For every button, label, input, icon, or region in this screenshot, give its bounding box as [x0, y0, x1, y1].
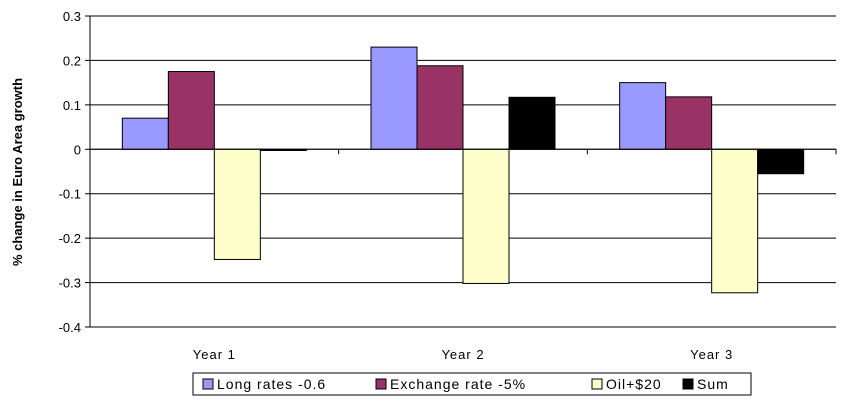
- y-tick-label: 0: [74, 142, 81, 157]
- bar: [462, 148, 510, 284]
- y-tick-label: 0.2: [63, 53, 81, 68]
- bar: [121, 117, 169, 150]
- x-tick-labels: Year 1 Year 2 Year 3: [193, 347, 733, 362]
- bar: [167, 71, 215, 150]
- y-axis-title: % change in Euro Area growth: [10, 78, 25, 266]
- bar: [213, 148, 261, 260]
- x-tick-label: Year 3: [690, 347, 733, 362]
- y-tick-label: -0.3: [59, 276, 81, 291]
- legend-label: Long rates -0.6: [217, 376, 326, 392]
- legend-swatch: [202, 378, 214, 390]
- x-tick-label: Year 2: [441, 347, 484, 362]
- bar: [757, 148, 805, 175]
- bar: [711, 148, 759, 294]
- bar: [508, 96, 556, 150]
- axes: [85, 15, 837, 328]
- legend-swatch: [682, 378, 694, 390]
- legend-label: Oil+$20: [606, 376, 662, 392]
- bar: [665, 96, 713, 150]
- legend-box: [192, 372, 752, 396]
- bars: [121, 46, 805, 294]
- legend-swatch: [591, 378, 603, 390]
- legend-label: Sum: [697, 376, 729, 392]
- y-tick-label: -0.2: [59, 231, 81, 246]
- bar: [619, 82, 667, 150]
- legend: Long rates -0.6 Exchange rate -5% Oil+$20 S…: [192, 372, 752, 396]
- y-tick-label: -0.4: [59, 320, 81, 335]
- y-tick-label: 0.1: [63, 98, 81, 113]
- legend-label: Exchange rate -5%: [390, 376, 526, 392]
- y-tick-label: 0.3: [63, 9, 81, 24]
- bar: [416, 65, 464, 150]
- legend-swatch: [375, 378, 387, 390]
- y-tick-labels: 0.3 0.2 0.1 0 -0.1 -0.2 -0.3 -0.4: [59, 9, 81, 335]
- x-tick-label: Year 1: [193, 347, 236, 362]
- bar: [370, 46, 418, 150]
- y-tick-label: -0.1: [59, 187, 81, 202]
